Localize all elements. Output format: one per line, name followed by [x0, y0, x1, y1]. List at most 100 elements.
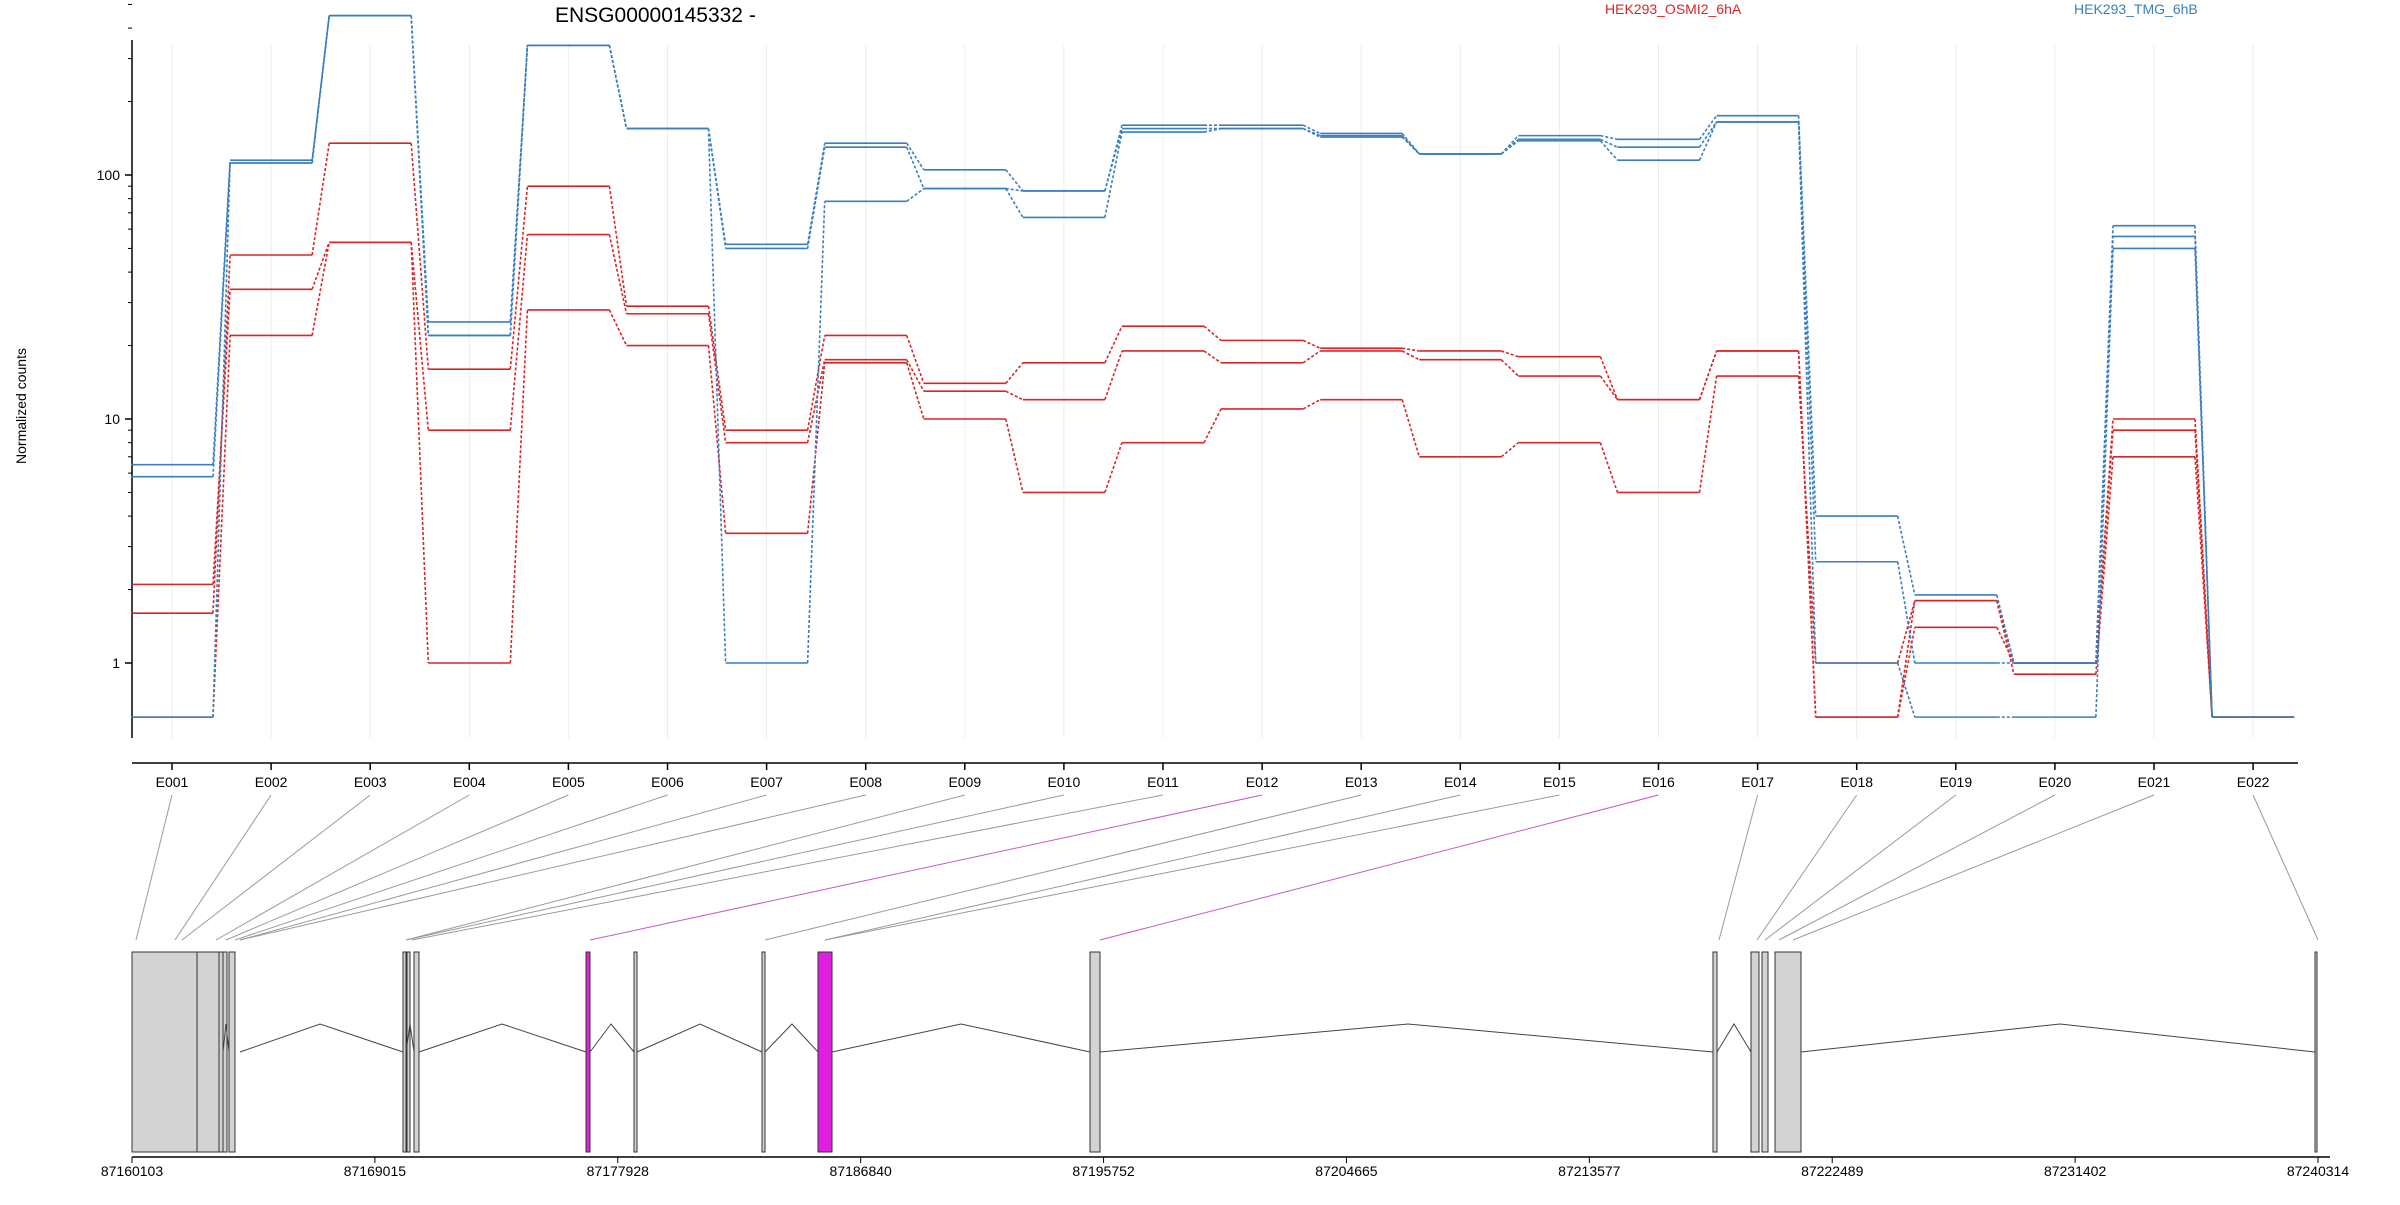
connector-e022 — [2252, 794, 2319, 941]
x-tick-label-e005: E005 — [552, 774, 585, 790]
series-connector — [1302, 350, 1321, 364]
connector-e018 — [1756, 794, 1858, 941]
connector-e014 — [824, 794, 1461, 941]
connector-e016 — [1099, 794, 1659, 941]
x-tick-label-e018: E018 — [1840, 774, 1873, 790]
series-connector — [1500, 135, 1519, 155]
genome-tick-label: 87213577 — [1558, 1163, 1621, 1179]
x-tick-label-e021: E021 — [2138, 774, 2171, 790]
series-connector — [1203, 408, 1222, 444]
series-connector — [806, 335, 826, 431]
series-connector — [806, 147, 826, 249]
series-connector — [707, 313, 727, 443]
exon-box — [2314, 951, 2318, 1153]
series-connector — [1501, 350, 1519, 358]
connector-e011 — [411, 794, 1164, 941]
x-tick-label-e009: E009 — [948, 774, 981, 790]
x-tick-label-e014: E014 — [1444, 774, 1477, 790]
x-tick-label-e017: E017 — [1741, 774, 1774, 790]
chart-title: ENSG00000145332 - — [555, 4, 756, 27]
series-connector — [905, 146, 925, 189]
connector-e010 — [405, 794, 1065, 941]
x-tick-label-e019: E019 — [1939, 774, 1972, 790]
x-tick-label-e006: E006 — [651, 774, 684, 790]
series-connector — [707, 345, 727, 534]
series-connector — [1005, 418, 1024, 493]
y-axis-label: Normalized counts — [13, 348, 29, 464]
series-connector — [509, 45, 529, 336]
series-connector — [212, 335, 231, 718]
connector-e002 — [174, 794, 272, 941]
x-tick-label-e010: E010 — [1048, 774, 1081, 790]
series-layer — [131, 14, 2295, 718]
intron-line — [764, 1023, 819, 1053]
intron-line — [1716, 1023, 1752, 1053]
series-connector — [311, 143, 330, 256]
series-connector — [1203, 325, 1222, 341]
series-connector — [906, 142, 925, 171]
series-connector — [806, 201, 826, 664]
series-connector — [1005, 390, 1024, 401]
x-tick-label-e004: E004 — [453, 774, 486, 790]
exon-box — [633, 951, 638, 1153]
series-connector — [608, 45, 628, 129]
intron-line — [239, 1023, 404, 1053]
series-connector — [806, 359, 826, 443]
exon-box — [218, 951, 224, 1153]
series-connector — [1203, 350, 1222, 364]
connector-e017 — [1718, 794, 1759, 941]
series-connector — [1896, 515, 1916, 596]
series-connector — [1600, 134, 1618, 141]
x-tick-label-e008: E008 — [849, 774, 882, 790]
series-connector — [410, 242, 430, 431]
series-connector — [905, 335, 925, 384]
series-connector — [1896, 600, 1916, 664]
series-connector — [1005, 169, 1024, 192]
series-connector — [1797, 375, 1817, 664]
series-connector — [410, 242, 430, 664]
exon-box-highlighted — [817, 951, 833, 1153]
series-connector — [1500, 140, 1519, 155]
intron-line — [1800, 1023, 2316, 1053]
series-connector — [2095, 430, 2114, 664]
x-tick-label-e016: E016 — [1642, 774, 1675, 790]
series-connector — [707, 306, 727, 431]
series-connector — [1104, 131, 1123, 218]
series-connector — [1996, 594, 2015, 664]
exon-box — [1089, 951, 1101, 1153]
series-connector — [1500, 442, 1519, 458]
series-connector — [1005, 362, 1024, 384]
series-connector — [1005, 188, 1024, 218]
series-connector — [311, 242, 330, 336]
exon-box — [1750, 951, 1760, 1153]
series-connector — [905, 359, 925, 392]
exon-box — [196, 951, 220, 1153]
y-tick-label-100: 100 — [97, 167, 121, 183]
series-connector — [1104, 350, 1123, 400]
series-connector — [1302, 124, 1321, 135]
genome-tick-label: 87222489 — [1801, 1163, 1864, 1179]
exon-box — [1774, 951, 1802, 1153]
series-connector — [1996, 600, 2015, 675]
x-tick-label-e002: E002 — [255, 774, 288, 790]
x-tick-label-e013: E013 — [1345, 774, 1378, 790]
connector-e003 — [181, 794, 371, 941]
connector-e007 — [239, 794, 767, 941]
series-connector — [1402, 347, 1420, 352]
genome-tick-label: 87240314 — [2287, 1163, 2350, 1179]
connector-e004 — [215, 794, 470, 941]
series-connector — [1500, 359, 1519, 377]
exon-box — [222, 951, 228, 1153]
genome-tick-label: 87169015 — [344, 1163, 407, 1179]
intron-line — [636, 1023, 763, 1053]
series-connector — [1599, 140, 1619, 161]
series-connector — [1104, 442, 1123, 493]
intron-line — [831, 1023, 1091, 1053]
connector-e008 — [239, 794, 866, 941]
exon-box — [761, 951, 766, 1153]
series-connector — [2095, 248, 2114, 718]
exon-box — [413, 951, 420, 1153]
series-connector — [906, 187, 925, 202]
y-tick-label-10: 10 — [104, 411, 120, 427]
series-connector — [212, 162, 231, 718]
